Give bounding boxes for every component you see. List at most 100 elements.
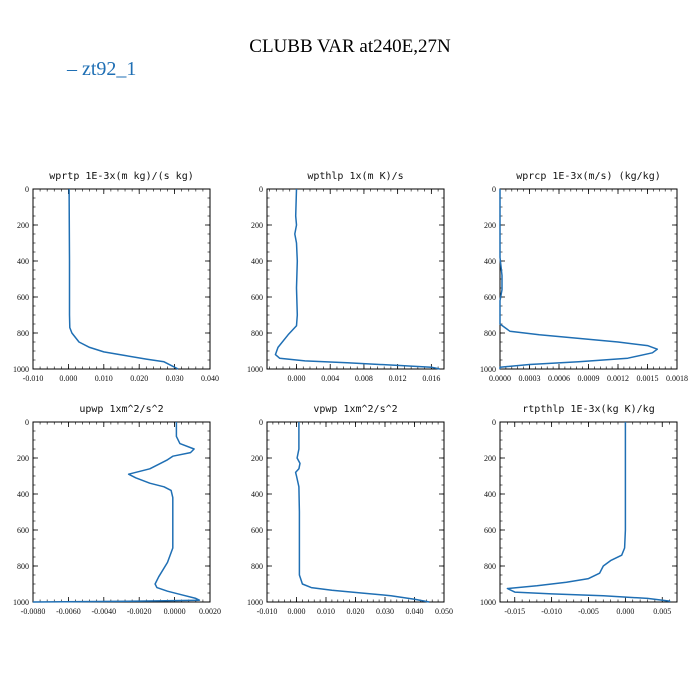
x-tick-label: 0.040	[406, 607, 424, 616]
x-tick-label: -0.0040	[91, 607, 116, 616]
y-tick-label: 1000	[13, 598, 29, 607]
y-tick-label: 800	[17, 562, 29, 571]
y-tick-label: 1000	[480, 365, 496, 374]
y-tick-label: 200	[484, 454, 496, 463]
y-tick-label: 200	[17, 221, 29, 230]
plot-frame	[266, 421, 445, 603]
x-tick-label: 0.0020	[199, 607, 221, 616]
series-line-zt92_1	[68, 188, 179, 370]
x-tick-label: 0.012	[389, 374, 407, 383]
y-tick-label: 600	[17, 526, 29, 535]
panel-5: vpwp 1xm^2/s^2 -0.010 0.000 0.010 0.020 0.030…	[247, 404, 453, 616]
y-tick-label: 200	[251, 221, 263, 230]
panel-title: wprcp 1E-3x(m/s) (kg/kg)	[516, 171, 661, 182]
x-tick-label: 0.050	[435, 607, 453, 616]
series-line-zt92_1	[32, 422, 201, 603]
plot-frame	[266, 188, 445, 370]
panel-1: wprtp 1E-3x(m kg)/(s kg) -0.010 0.000 0.010…	[13, 171, 219, 383]
figure-title: CLUBB VAR at240E,27N	[249, 36, 451, 57]
x-tick-label: 0.016	[422, 374, 440, 383]
y-tick-label: 0	[259, 185, 263, 194]
series-line-zt92_1	[499, 189, 659, 369]
y-tick-label: 600	[17, 293, 29, 302]
plot-frame	[499, 188, 678, 370]
panel-title: wpthlp 1x(m K)/s	[307, 171, 403, 182]
panel-title: vpwp 1xm^2/s^2	[313, 404, 397, 415]
y-tick-label: 800	[251, 562, 263, 571]
y-tick-label: 400	[251, 257, 263, 266]
panel-6: rtpthlp 1E-3x(kg K)/kg -0.015 -0.010 -0.005…	[480, 404, 678, 616]
y-tick-label: 0	[259, 418, 263, 427]
x-tick-label: 0.010	[317, 607, 335, 616]
y-tick-label: 1000	[247, 365, 263, 374]
y-tick-label: 200	[484, 221, 496, 230]
x-tick-label: -0.010	[541, 607, 562, 616]
x-tick-label: 0.020	[130, 374, 148, 383]
y-tick-label: 400	[17, 257, 29, 266]
x-tick-label: 0.0000	[164, 607, 186, 616]
plot-frame	[32, 421, 211, 603]
x-tick-label: -0.010	[23, 374, 44, 383]
x-tick-label: 0.030	[166, 374, 184, 383]
x-tick-label: 0.000	[288, 607, 306, 616]
x-tick-label: 0.0003	[519, 374, 541, 383]
x-tick-label: 0.0000	[489, 374, 511, 383]
panel-title: upwp 1xm^2/s^2	[79, 404, 163, 415]
x-tick-label: 0.010	[95, 374, 113, 383]
y-tick-label: 800	[484, 562, 496, 571]
y-tick-label: 1000	[480, 598, 496, 607]
y-tick-label: 0	[492, 185, 496, 194]
x-tick-label: 0.030	[376, 607, 394, 616]
panel-title: wprtp 1E-3x(m kg)/(s kg)	[49, 171, 194, 182]
y-tick-label: 600	[484, 293, 496, 302]
series-line-zt92_1	[294, 422, 430, 603]
y-tick-label: 400	[251, 490, 263, 499]
panel-2: wpthlp 1x(m K)/s 0.000 0.004 0.008 0.012 0.01…	[247, 171, 445, 383]
x-tick-label: 0.000	[59, 374, 77, 383]
y-tick-label: 600	[251, 293, 263, 302]
x-tick-label: -0.010	[257, 607, 278, 616]
y-tick-label: 400	[17, 490, 29, 499]
y-tick-label: 0	[492, 418, 496, 427]
x-tick-label: 0.020	[347, 607, 365, 616]
y-tick-label: 200	[17, 454, 29, 463]
x-tick-label: 0.004	[321, 374, 339, 383]
plot-frame	[499, 421, 678, 603]
y-tick-label: 0	[25, 185, 29, 194]
x-tick-label: -0.0060	[56, 607, 81, 616]
y-tick-label: 1000	[13, 365, 29, 374]
x-tick-label: -0.015	[504, 607, 525, 616]
panel-title: rtpthlp 1E-3x(kg K)/kg	[522, 404, 654, 415]
x-tick-label: 0.0015	[637, 374, 659, 383]
y-tick-label: 400	[484, 257, 496, 266]
panel-3: wprcp 1E-3x(m/s) (kg/kg) 0.0000 0.0003 0.00…	[480, 171, 688, 383]
y-tick-label: 800	[17, 329, 29, 338]
x-tick-label: 0.0018	[666, 374, 688, 383]
x-tick-label: -0.0080	[21, 607, 46, 616]
x-tick-label: 0.0009	[578, 374, 600, 383]
y-tick-label: 800	[251, 329, 263, 338]
series-line-zt92_1	[274, 188, 440, 370]
x-tick-label: 0.005	[653, 607, 671, 616]
panel-4: upwp 1xm^2/s^2 -0.0080 -0.0060 -0.0040 -0.00…	[13, 404, 221, 616]
y-tick-label: 200	[251, 454, 263, 463]
x-tick-label: 0.0006	[548, 374, 570, 383]
x-tick-label: -0.005	[578, 607, 599, 616]
legend: – zt92_1	[67, 58, 136, 81]
y-tick-label: 600	[484, 526, 496, 535]
y-tick-label: 1000	[247, 598, 263, 607]
x-tick-label: 0.0012	[607, 374, 629, 383]
y-tick-label: 800	[484, 329, 496, 338]
x-tick-label: 0.040	[201, 374, 219, 383]
y-tick-label: 600	[251, 526, 263, 535]
y-tick-label: 400	[484, 490, 496, 499]
x-tick-label: 0.000	[288, 374, 306, 383]
x-tick-label: 0.000	[616, 607, 634, 616]
series-line-zt92_1	[506, 422, 671, 602]
plot-frame	[32, 188, 211, 370]
y-tick-label: 0	[25, 418, 29, 427]
legend-line-marker: –	[67, 58, 77, 80]
legend-label: zt92_1	[82, 58, 137, 80]
